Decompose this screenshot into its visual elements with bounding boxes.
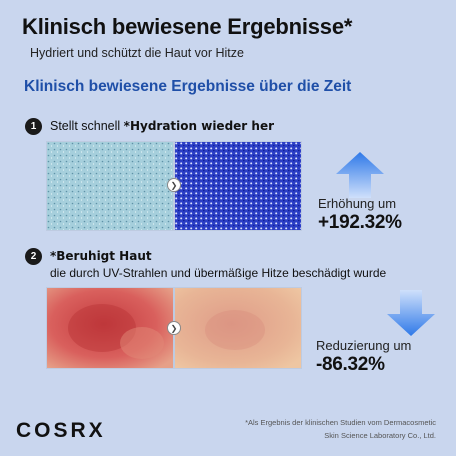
step-2-after-image (174, 287, 302, 369)
step-1-text-plain: Stellt schnell (50, 119, 121, 133)
step-1-number-badge: 1 (25, 118, 42, 135)
step-2-number-badge: 2 (25, 248, 42, 265)
step-1-stat-value: +192.32% (318, 212, 402, 233)
step-1-stat-label: Erhöhung um (318, 196, 397, 211)
step-2-before-image (46, 287, 174, 369)
step-2-title-bold: *Beruhigt Haut (50, 249, 152, 263)
step-1-text: Stellt schnell *Hydration wieder her (50, 119, 274, 133)
step-2-stat-value: -86.32% (316, 354, 385, 375)
chevron-right-icon: ❯ (167, 321, 181, 335)
page-subtitle: Hydriert und schützt die Haut vor Hitze (30, 46, 244, 60)
up-arrow-icon (336, 152, 384, 198)
step-2-description: die durch UV-Strahlen und übermäßige Hit… (50, 266, 387, 280)
step-1-before-image (46, 141, 174, 231)
cosrx-logo: COSRX (16, 419, 106, 442)
step-1-text-bold: *Hydration wieder her (123, 119, 274, 133)
down-arrow-icon (387, 290, 435, 336)
footnote-line-2: Skin Science Laboratory Co., Ltd. (324, 431, 436, 440)
step-1-after-image (174, 141, 302, 231)
chevron-right-icon: ❯ (167, 178, 181, 192)
section-title: Klinisch bewiesene Ergebnisse über die Z… (24, 78, 352, 95)
step-2-title: *Beruhigt Haut (50, 249, 152, 263)
step-2-stat-label: Reduzierung um (316, 338, 412, 353)
page-title: Klinisch bewiesene Ergebnisse* (22, 14, 353, 39)
footnote-line-1: *Als Ergebnis der klinischen Studien vom… (245, 418, 436, 427)
